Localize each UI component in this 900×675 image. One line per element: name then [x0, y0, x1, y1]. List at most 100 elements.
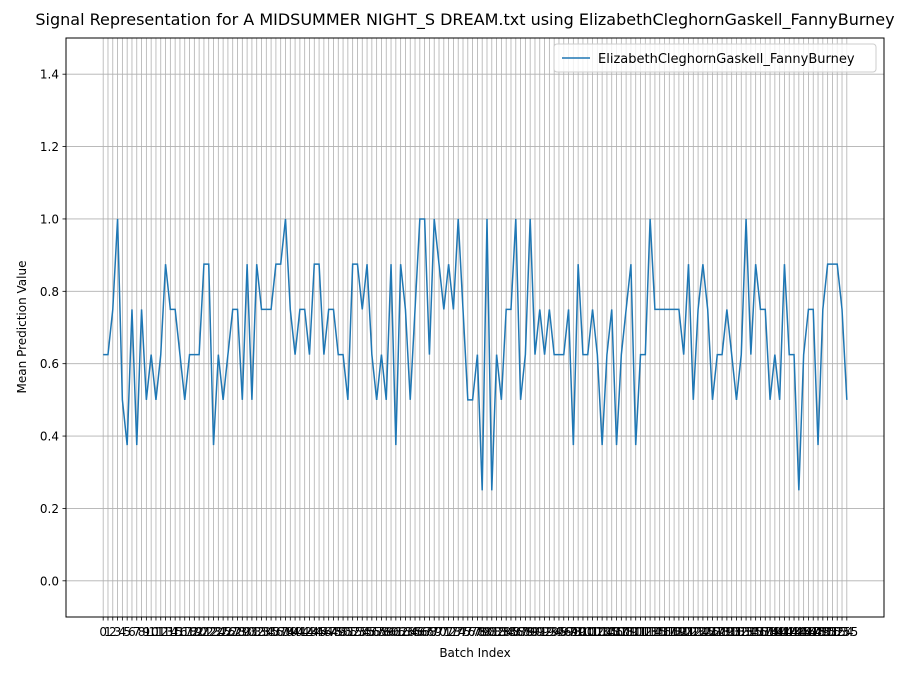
x-tick-label: 0: [99, 625, 107, 639]
y-tick-label: 0.6: [40, 357, 59, 371]
x-tick-label: 13: [158, 625, 173, 639]
x-tick-label: 115: [643, 625, 666, 639]
x-tick-label: 4: [119, 625, 127, 639]
x-tick-label: 96: [556, 625, 571, 639]
x-tick-label: 62: [393, 625, 408, 639]
x-tick-label: 5: [123, 625, 131, 639]
x-tick-label: 111: [624, 625, 647, 639]
x-tick-label: 129: [711, 625, 734, 639]
legend-label: ElizabethCleghornGaskell_FannyBurney: [598, 52, 855, 67]
x-tick-label: 89: [523, 625, 538, 639]
x-tick-label: 142: [773, 625, 796, 639]
x-tick-label: 82: [489, 625, 504, 639]
x-tick-label: 84: [499, 625, 514, 639]
x-tick-label: 83: [494, 625, 509, 639]
x-tick-label: 72: [441, 625, 456, 639]
y-tick-label: 0.0: [40, 574, 59, 588]
x-tick-label: 6: [128, 625, 136, 639]
x-tick-label: 110: [619, 625, 642, 639]
x-tick-label: 151: [816, 625, 839, 639]
x-tick-label: 108: [610, 625, 633, 639]
x-tick-label: 31: [244, 625, 259, 639]
x-tick-label: 37: [273, 625, 288, 639]
x-tick-label: 45: [311, 625, 326, 639]
x-tick-label: 93: [542, 625, 557, 639]
x-tick-label: 123: [682, 625, 705, 639]
x-tick-label: 33: [254, 625, 269, 639]
x-tick-label: 146: [792, 625, 815, 639]
x-tick-label: 66: [412, 625, 427, 639]
x-tick-label: 76: [460, 625, 475, 639]
x-tick-label: 71: [436, 625, 451, 639]
x-tick-label: 24: [211, 625, 226, 639]
x-tick-label: 122: [677, 625, 700, 639]
x-tick-label: 67: [417, 625, 432, 639]
x-tick-label: 35: [263, 625, 278, 639]
x-tick-label: 116: [648, 625, 671, 639]
x-tick-label: 88: [518, 625, 533, 639]
x-tick-label: 99: [571, 625, 586, 639]
x-tick-label: 38: [278, 625, 293, 639]
x-tick-label: 47: [321, 625, 336, 639]
x-tick-label: 118: [658, 625, 681, 639]
x-tick-label: 11: [148, 625, 163, 639]
x-tick-label: 80: [479, 625, 494, 639]
x-tick-label: 137: [749, 625, 772, 639]
x-tick-label: 87: [513, 625, 528, 639]
x-tick-label: 54: [355, 625, 370, 639]
x-tick-label: 74: [451, 625, 466, 639]
x-tick-label: 92: [537, 625, 552, 639]
x-tick-label: 78: [470, 625, 485, 639]
legend: ElizabethCleghornGaskell_FannyBurney: [553, 43, 877, 73]
plot: [103, 218, 848, 491]
y-axis-label: Mean Prediction Value: [15, 261, 29, 394]
x-tick-label: 125: [691, 625, 714, 639]
x-tick-label: 53: [350, 625, 365, 639]
x-tick-label: 12: [153, 625, 168, 639]
x-tick-label: 130: [715, 625, 738, 639]
x-tick-label: 44: [307, 625, 322, 639]
x-tick-label: 30: [239, 625, 254, 639]
x-tick-label: 49: [331, 625, 346, 639]
x-tick-label: 91: [532, 625, 547, 639]
x-tick-label: 50: [335, 625, 350, 639]
x-tick-label: 101: [576, 625, 599, 639]
y-tick-label: 1.0: [40, 212, 59, 226]
x-tick-label: 113: [634, 625, 657, 639]
x-tick-label: 1: [104, 625, 112, 639]
x-tick-label: 127: [701, 625, 724, 639]
x-tick-label: 25: [215, 625, 230, 639]
x-tick-label: 98: [566, 625, 581, 639]
x-tick-label: 26: [220, 625, 235, 639]
x-tick-label: 28: [230, 625, 245, 639]
line-series: [103, 218, 848, 491]
x-tick-label: 124: [687, 625, 710, 639]
x-tick-label: 65: [407, 625, 422, 639]
x-tick-label: 120: [667, 625, 690, 639]
x-tick-label: 8: [138, 625, 146, 639]
x-tick-label: 63: [398, 625, 413, 639]
x-tick-label: 134: [735, 625, 758, 639]
x-tick-label: 77: [465, 625, 480, 639]
x-tick-label: 95: [551, 625, 566, 639]
x-tick-label: 141: [768, 625, 791, 639]
x-tick-label: 150: [811, 625, 834, 639]
x-tick-label: 48: [326, 625, 341, 639]
x-tick-label: 70: [431, 625, 446, 639]
x-tick-label: 22: [201, 625, 216, 639]
x-tick-label: 102: [581, 625, 604, 639]
axes-frame: [65, 37, 885, 618]
x-tick-label: 19: [187, 625, 202, 639]
x-tick-label: 148: [802, 625, 825, 639]
x-tick-label: 119: [663, 625, 686, 639]
x-tick-label: 39: [283, 625, 298, 639]
x-tick-label: 103: [586, 625, 609, 639]
x-tick-label: 147: [797, 625, 820, 639]
x-tick-label: 59: [379, 625, 394, 639]
x-tick-label: 56: [364, 625, 379, 639]
x-tick-label: 64: [403, 625, 418, 639]
x-tick-label: 143: [778, 625, 801, 639]
x-tick-label: 32: [249, 625, 264, 639]
x-tick-label: 100: [571, 625, 594, 639]
